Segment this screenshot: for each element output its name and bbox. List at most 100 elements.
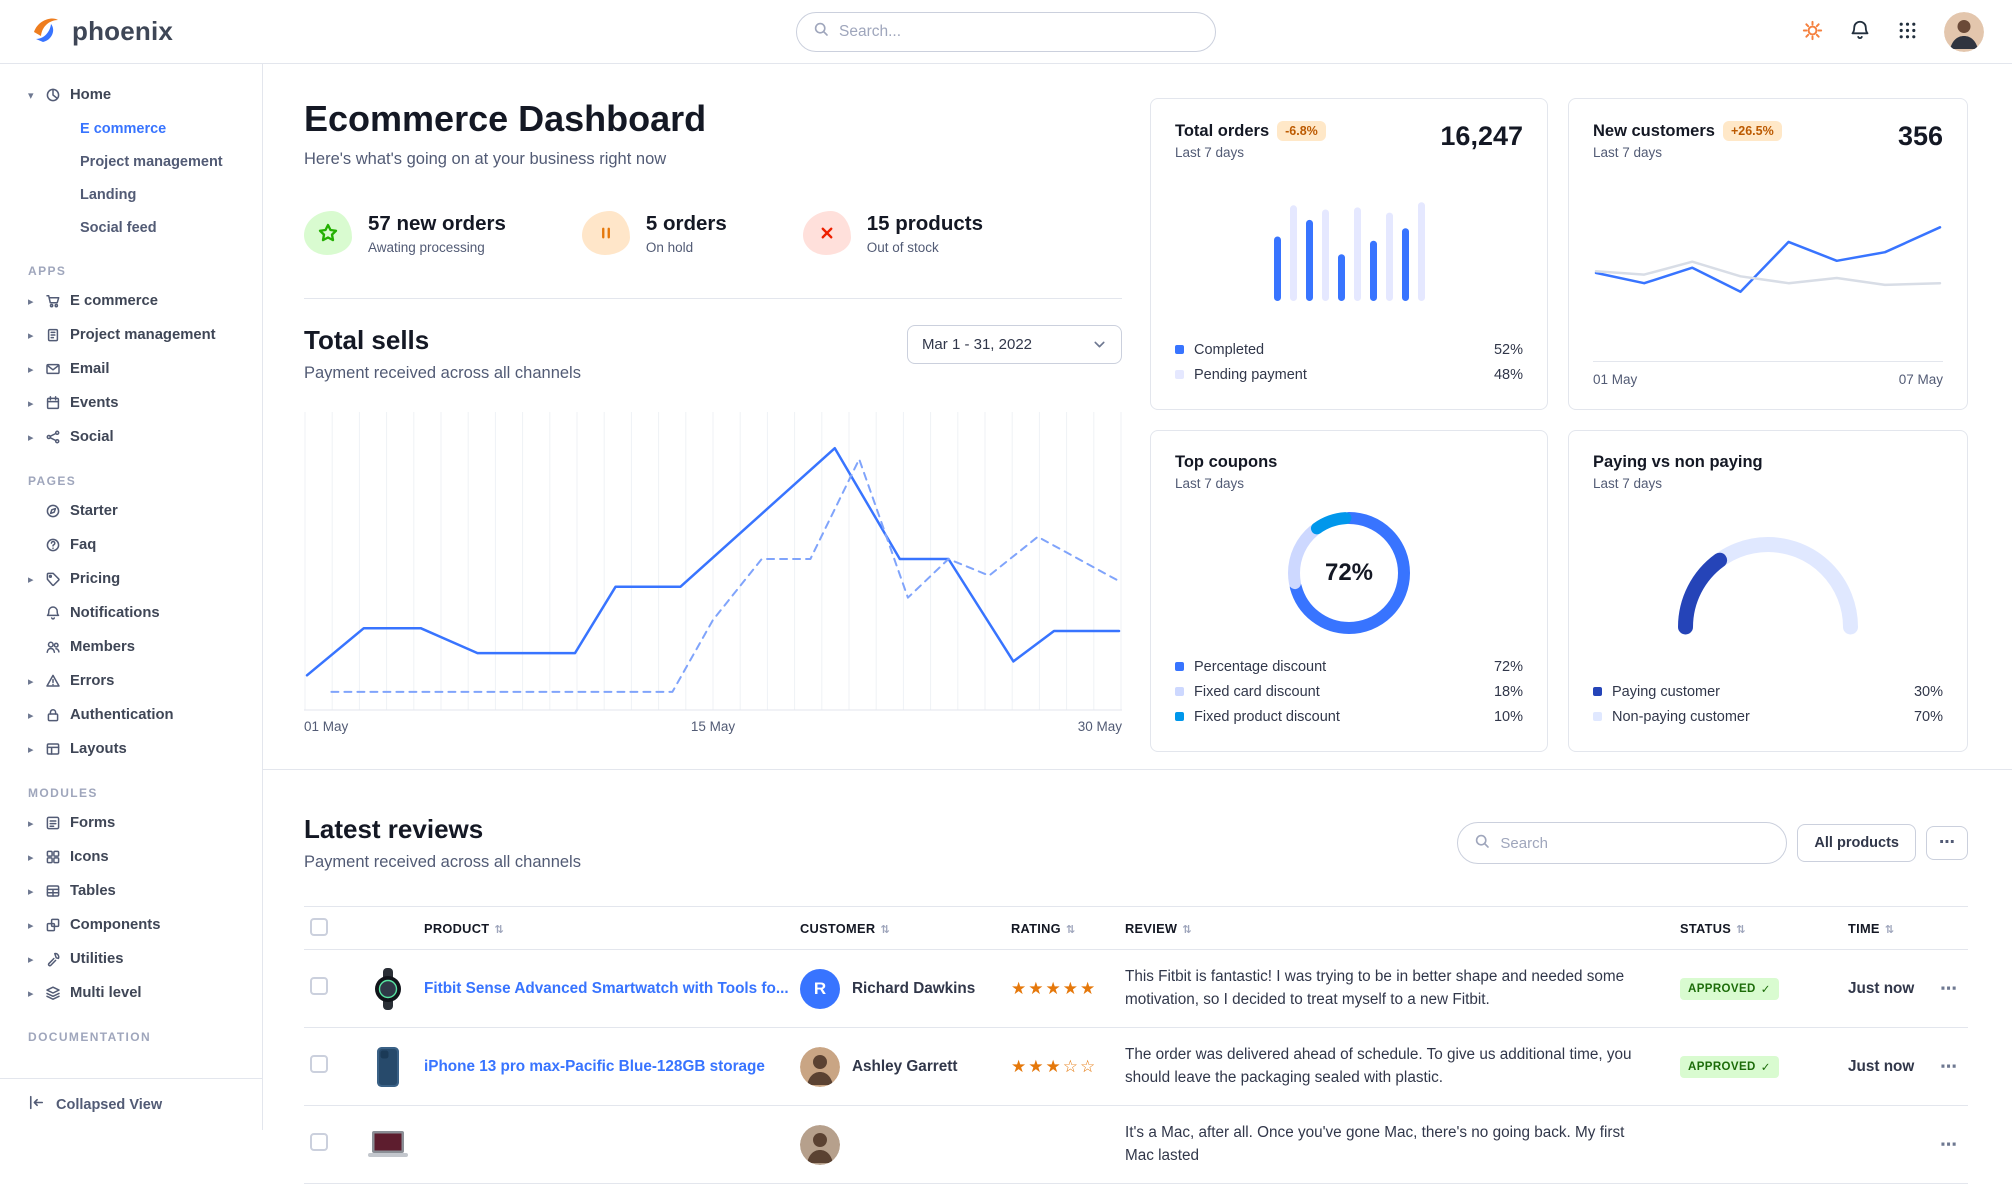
trend-badge: -6.8% [1277,121,1326,141]
customer-avatar: R [800,969,840,1009]
sidebar-section-label-documentation: DOCUMENTATION [28,1030,244,1044]
search-icon [813,21,829,42]
notifications-button[interactable] [1849,19,1871,44]
sidebar-item-e-commerce[interactable]: ▸ E commerce [28,284,244,318]
sidebar-item-notifications[interactable]: Notifications [28,596,244,630]
legend-item: Percentage discount 72% [1175,654,1523,679]
brand[interactable]: phoenix [28,12,173,51]
sidebar-item-errors[interactable]: ▸ Errors [28,664,244,698]
stat-awating-processing: 57 new orders Awating processing [304,210,506,257]
sidebar-section-label-pages: PAGES [28,474,244,488]
page-title: Ecommerce Dashboard [304,98,1122,140]
card-title: Total orders [1175,122,1269,141]
stat-caption: Out of stock [867,240,939,255]
review-time: Just now [1848,1058,1940,1076]
select-all-checkbox[interactable] [310,918,328,936]
donut-center-value: 72% [1288,512,1410,634]
collapse-sidebar-button[interactable]: Collapsed View [0,1078,262,1130]
column-header-status[interactable]: STATUS⇅ [1680,921,1848,936]
product-link[interactable]: Fitbit Sense Advanced Smartwatch with To… [424,980,789,998]
caret-right-icon: ▸ [28,675,45,688]
trend-badge: +26.5% [1723,121,1782,141]
column-header-review[interactable]: REVIEW⇅ [1125,921,1680,936]
sidebar-item-tables[interactable]: ▸ Tables [28,874,244,908]
sidebar-group-home[interactable]: ▾ Home [28,78,244,112]
legend-value: 48% [1494,367,1523,383]
row-actions-button[interactable]: ⋯ [1940,1057,1968,1077]
status-badge: APPROVED ✓ [1680,978,1779,1000]
reviews-search-input[interactable] [1500,835,1770,852]
caret-right-icon: ▸ [28,431,45,444]
nine-dots-icon [1897,20,1918,44]
row-checkbox[interactable] [310,977,328,995]
form-icon [45,815,70,831]
column-header-time[interactable]: TIME⇅ [1848,921,1940,936]
sidebar-item-label: Pricing [70,571,120,587]
sidebar-item-social-feed[interactable]: Social feed [28,211,244,244]
sidebar-item-e-commerce[interactable]: E commerce [28,112,244,145]
legend-item: Paying customer 30% [1593,679,1943,704]
sidebar-item-utilities[interactable]: ▸ Utilities [28,942,244,976]
compass-icon [45,503,70,519]
date-range-select[interactable]: Mar 1 - 31, 2022 [907,325,1122,364]
sidebar-item-events[interactable]: ▸ Events [28,386,244,420]
orders-legend: Completed 52% Pending payment 48% [1175,337,1523,387]
caret-right-icon: ▸ [28,573,45,586]
column-header-rating[interactable]: RATING⇅ [1011,921,1125,936]
x-axis-label: 30 May [1078,719,1122,734]
sidebar-item-forms[interactable]: ▸ Forms [28,806,244,840]
sidebar-item-landing[interactable]: Landing [28,178,244,211]
reviews-more-button[interactable]: ⋯ [1926,826,1968,860]
legend-label: Paying customer [1612,684,1720,700]
sidebar-item-starter[interactable]: Starter [28,494,244,528]
legend-item: Fixed card discount 18% [1175,679,1523,704]
sidebar-item-label: Multi level [70,985,142,1001]
card-caption: Last 7 days [1175,476,1523,491]
paying-gauge-chart [1593,501,1943,669]
product-image [364,1043,412,1091]
column-header-customer[interactable]: CUSTOMER⇅ [800,921,1011,936]
sidebar-item-layouts[interactable]: ▸ Layouts [28,732,244,766]
card-title: Paying vs non paying [1593,453,1943,472]
sidebar-item-email[interactable]: ▸ Email [28,352,244,386]
column-header-product[interactable]: PRODUCT⇅ [364,921,800,936]
apps-menu-button[interactable] [1897,20,1918,44]
product-link[interactable]: iPhone 13 pro max-Pacific Blue-128GB sto… [424,1058,765,1076]
caret-right-icon: ▸ [28,919,45,932]
row-actions-button[interactable]: ⋯ [1940,1135,1968,1155]
all-products-button[interactable]: All products [1797,824,1916,862]
sidebar-item-project-management[interactable]: ▸ Project management [28,318,244,352]
row-actions-button[interactable]: ⋯ [1940,979,1968,999]
new-customers-line-chart [1593,170,1943,351]
card-title: New customers [1593,122,1715,141]
sidebar-item-icons[interactable]: ▸ Icons [28,840,244,874]
caret-right-icon: ▸ [28,397,45,410]
sidebar-item-pricing[interactable]: ▸ Pricing [28,562,244,596]
sidebar-item-project-management[interactable]: Project management [28,145,244,178]
sidebar-item-label: Members [70,639,135,655]
total-sells-title: Total sells [304,325,581,356]
review-row: iPhone 13 pro max-Pacific Blue-128GB sto… [304,1028,1968,1106]
caret-right-icon: ▸ [28,743,45,756]
sidebar-item-faq[interactable]: Faq [28,528,244,562]
stat-value: 5 orders [646,212,727,235]
global-search-input[interactable] [839,23,1199,41]
total-sells-chart [304,408,1122,711]
sidebar-item-multi-level[interactable]: ▸ Multi level [28,976,244,1010]
sidebar-item-label: E commerce [70,293,158,309]
legend-item: Pending payment 48% [1175,362,1523,387]
sidebar-item-components[interactable]: ▸ Components [28,908,244,942]
caret-right-icon: ▸ [28,851,45,864]
legend-item: Completed 52% [1175,337,1523,362]
row-checkbox[interactable] [310,1133,328,1151]
sidebar-item-social[interactable]: ▸ Social [28,420,244,454]
profile-avatar[interactable] [1944,12,1984,52]
row-checkbox[interactable] [310,1055,328,1073]
sidebar-item-authentication[interactable]: ▸ Authentication [28,698,244,732]
sidebar-item-members[interactable]: Members [28,630,244,664]
theme-toggle-button[interactable] [1802,20,1823,44]
orders-bar-chart [1175,170,1523,327]
sort-icon: ⇅ [1182,924,1192,936]
new-customers-card: New customers+26.5% Last 7 days 356 01 M… [1568,98,1968,410]
